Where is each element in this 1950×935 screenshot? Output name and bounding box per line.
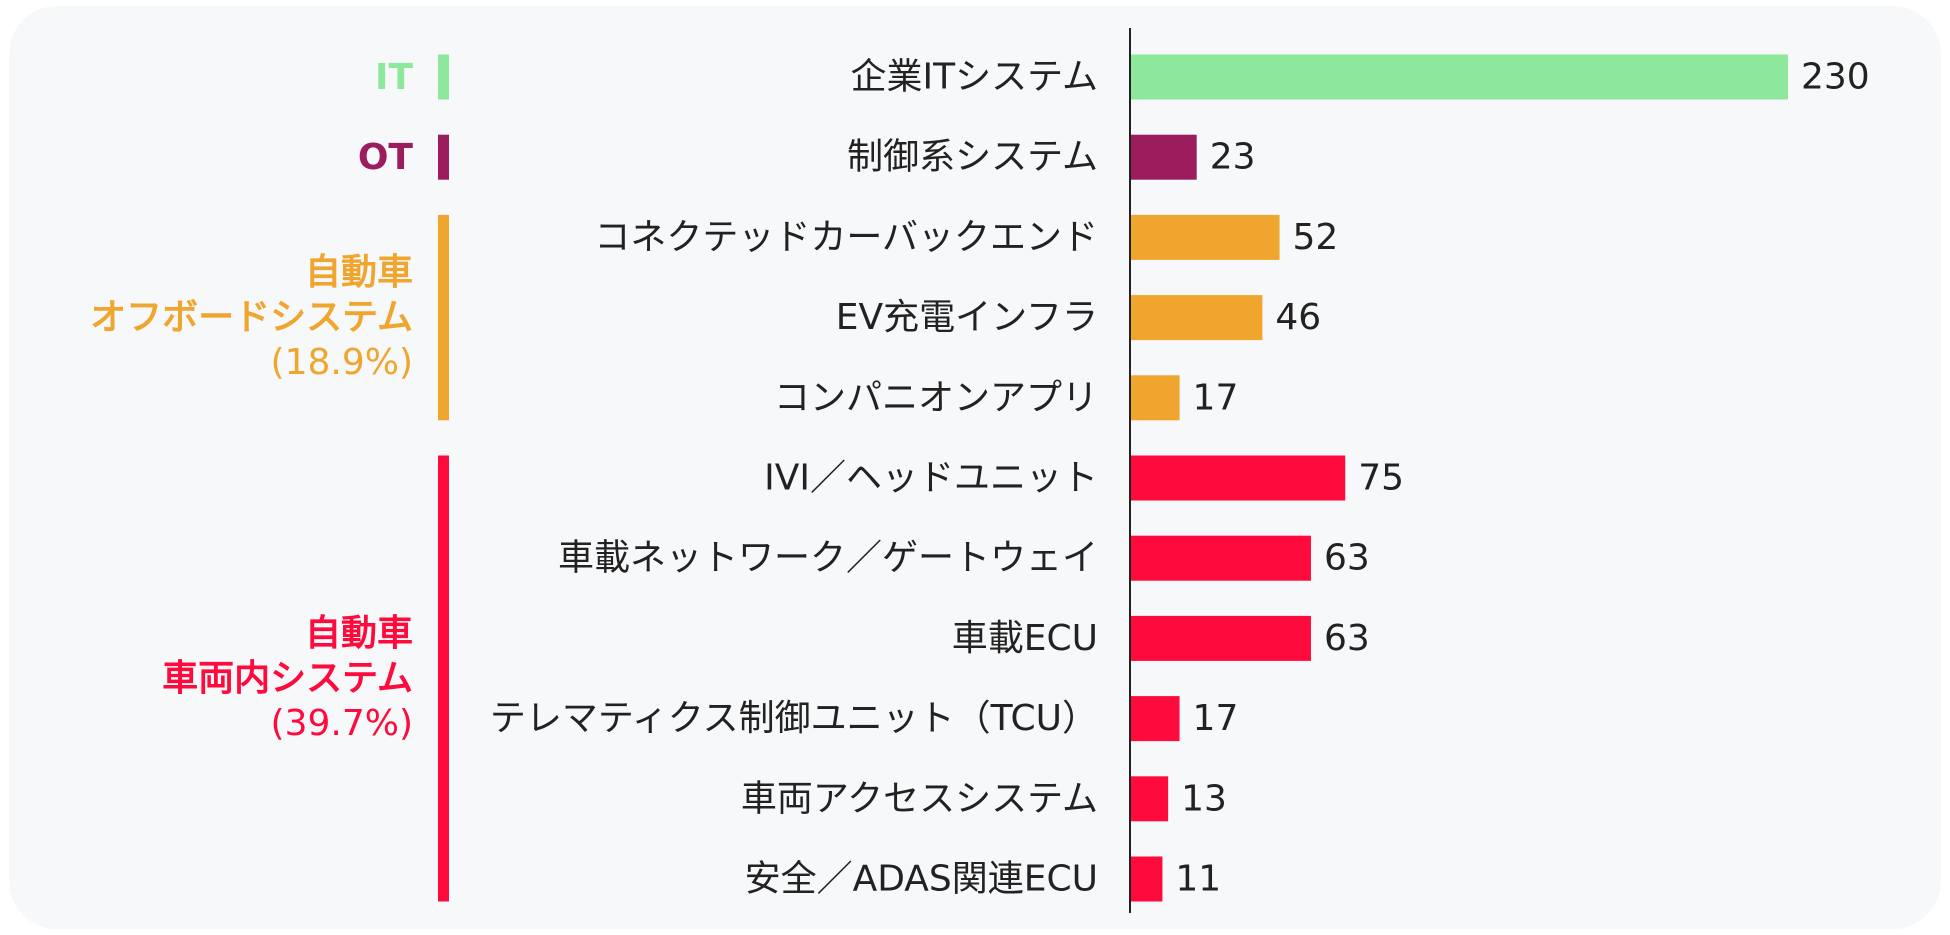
category-label-row-7: 車載ECU xyxy=(952,618,1098,659)
group-label-offboard-line-1: オフボードシステム xyxy=(90,297,413,339)
bar-row-0[interactable] xyxy=(1131,54,1788,100)
group-label-invehicle-percent: (39.7%) xyxy=(270,703,413,744)
group-label-offboard-percent: (18.9%) xyxy=(270,342,413,384)
category-label-row-3: EV充電インフラ xyxy=(836,297,1098,338)
bar-row-5[interactable] xyxy=(1131,455,1346,501)
bar-row-1[interactable] xyxy=(1131,134,1197,180)
value-label-row-6: 63 xyxy=(1324,538,1370,579)
category-label-row-1: 制御系システム xyxy=(847,137,1098,178)
category-label-row-2: コネクテッドカーバックエンド xyxy=(594,217,1098,258)
value-label-row-7: 63 xyxy=(1324,618,1370,659)
group-label-offboard-line-0: 自動車 xyxy=(304,252,413,294)
value-label-row-9: 13 xyxy=(1181,778,1227,819)
value-label-row-8: 17 xyxy=(1193,698,1239,739)
group-bracket-ot xyxy=(438,134,449,180)
value-label-row-1: 23 xyxy=(1210,137,1256,178)
group-label-invehicle-line-1: 車両内システム xyxy=(162,658,413,699)
value-label-row-2: 52 xyxy=(1293,217,1339,258)
category-label-row-9: 車両アクセスシステム xyxy=(741,778,1098,819)
bar-row-6[interactable] xyxy=(1131,535,1311,581)
value-label-row-3: 46 xyxy=(1275,297,1321,338)
group-bracket-offboard xyxy=(438,214,449,421)
value-label-row-0: 230 xyxy=(1801,57,1870,98)
category-label-row-4: コンパニオンアプリ xyxy=(774,377,1098,418)
bar-row-3[interactable] xyxy=(1131,295,1263,341)
category-label-row-10: 安全／ADAS関連ECU xyxy=(745,859,1098,900)
group-label-it-line-0: IT xyxy=(375,56,413,98)
category-label-row-0: 企業ITシステム xyxy=(850,57,1098,98)
category-label-row-8: テレマティクス制御ユニット（TCU） xyxy=(490,698,1098,739)
group-label-it: IT xyxy=(375,55,413,100)
group-label-invehicle-line-0: 自動車 xyxy=(304,613,413,654)
bar-row-7[interactable] xyxy=(1131,615,1311,661)
group-bracket-it xyxy=(438,54,449,100)
bar-chart: 企業ITシステム 230 制御系システム 23 コネクテッドカーバックエンド 52 EV充電… xyxy=(438,28,1870,913)
group-label-invehicle: 自動車 車両内システム (39.7%) xyxy=(162,611,413,746)
chart-card: 企業ITシステム 230 制御系システム 23 コネクテッドカーバックエンド 52 EV充電… xyxy=(9,6,1941,929)
group-bracket-invehicle xyxy=(438,455,449,902)
group-label-offboard: 自動車 オフボードシステム (18.9%) xyxy=(90,250,413,385)
bar-row-8[interactable] xyxy=(1131,696,1180,742)
value-label-row-4: 17 xyxy=(1193,377,1239,418)
bar-row-4[interactable] xyxy=(1131,375,1180,421)
value-label-row-5: 75 xyxy=(1358,458,1404,499)
category-label-row-6: 車載ネットワーク／ゲートウェイ xyxy=(558,538,1098,579)
bar-row-10[interactable] xyxy=(1131,856,1163,902)
bar-row-9[interactable] xyxy=(1131,776,1169,822)
bar-row-2[interactable] xyxy=(1131,214,1280,260)
value-label-row-10: 11 xyxy=(1175,859,1221,900)
group-label-ot-line-0: OT xyxy=(357,136,413,178)
group-label-ot: OT xyxy=(358,135,413,180)
category-label-row-5: IVI／ヘッドユニット xyxy=(764,458,1098,499)
